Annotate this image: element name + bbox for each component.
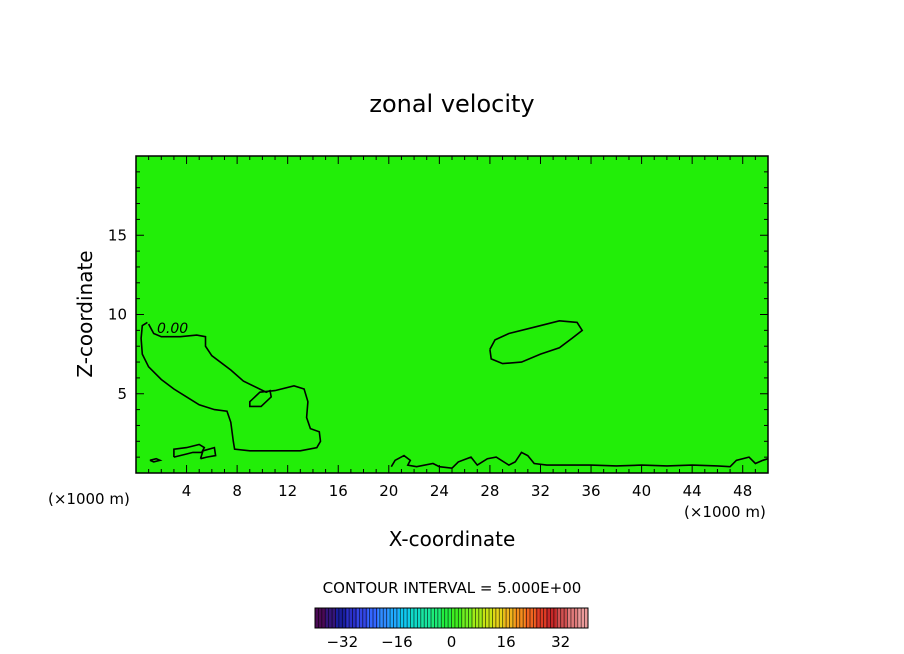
- colorbar-swatch: [556, 608, 568, 628]
- colorbar-tick-label: 0: [447, 633, 457, 651]
- x-tick-label: 24: [430, 482, 449, 500]
- x-tick-label: 28: [480, 482, 499, 500]
- x-unit-label-right: (×1000 m): [684, 503, 766, 521]
- colorbar-swatch: [399, 608, 410, 628]
- x-tick-label: 4: [182, 482, 192, 500]
- chart-title: zonal velocity: [369, 90, 534, 118]
- x-tick-label: 40: [632, 482, 651, 500]
- colorbar-swatch: [346, 608, 358, 628]
- colorbar-swatch: [483, 608, 494, 628]
- y-tick-label: 15: [108, 226, 127, 244]
- colorbar-swatch: [472, 608, 484, 628]
- contour-interval-text: CONTOUR INTERVAL = 5.000E+00: [323, 579, 582, 597]
- colorbar-swatch: [430, 608, 442, 628]
- colorbar-swatch: [546, 608, 557, 628]
- contour-mid-blob: [489, 319, 584, 365]
- colorbar-frame: [314, 607, 589, 629]
- x-tick-label: 16: [329, 482, 348, 500]
- colorbar-swatch: [535, 608, 547, 628]
- velocity-field: [136, 156, 768, 473]
- colorbar-swatch: [315, 608, 326, 628]
- colorbar-swatch: [388, 608, 400, 628]
- contour-tiny-left: [149, 457, 163, 463]
- x-tick-label: 36: [581, 482, 600, 500]
- y-axis-label: Z-coordinate: [73, 250, 97, 377]
- colorbar-swatch: [409, 608, 421, 628]
- y-tick-label: 5: [117, 385, 127, 403]
- contour-label: 0.00: [157, 321, 188, 337]
- colorbar-swatch: [462, 608, 473, 628]
- colorbar-swatch: [451, 608, 463, 628]
- colorbar-swatch: [525, 608, 536, 628]
- colorbar-tick-label: −32: [326, 633, 358, 651]
- colorbar-swatch: [420, 608, 431, 628]
- contour-left-blob: [140, 321, 322, 452]
- contour-bottom-line: [390, 451, 769, 470]
- x-tick-label: 48: [733, 482, 752, 500]
- contour-layer: [140, 319, 769, 470]
- x-tick-label: 20: [379, 482, 398, 500]
- x-tick-label: 8: [232, 482, 242, 500]
- x-unit-label: (×1000 m): [48, 490, 130, 508]
- contour-small-left-1: [173, 443, 206, 458]
- colorbar-tick-label: −16: [381, 633, 413, 651]
- y-tick-label: 10: [108, 306, 127, 324]
- x-tick-label: 12: [278, 482, 297, 500]
- colorbar-swatch: [567, 608, 578, 628]
- colorbar-swatch: [325, 608, 337, 628]
- x-axis-label: X-coordinate: [389, 527, 516, 551]
- colorbar-tick-label: 16: [497, 633, 516, 651]
- colorbar-tick-label: 32: [551, 633, 570, 651]
- contour-small-left-2: [199, 446, 217, 460]
- x-tick-label: 32: [531, 482, 550, 500]
- colorbar: −32 −16 0 16 32: [314, 607, 589, 651]
- x-tick-label: 44: [683, 482, 702, 500]
- colorbar-swatch: [336, 608, 347, 628]
- colorbar-swatch: [577, 608, 589, 628]
- colorbar-swatch: [441, 608, 452, 628]
